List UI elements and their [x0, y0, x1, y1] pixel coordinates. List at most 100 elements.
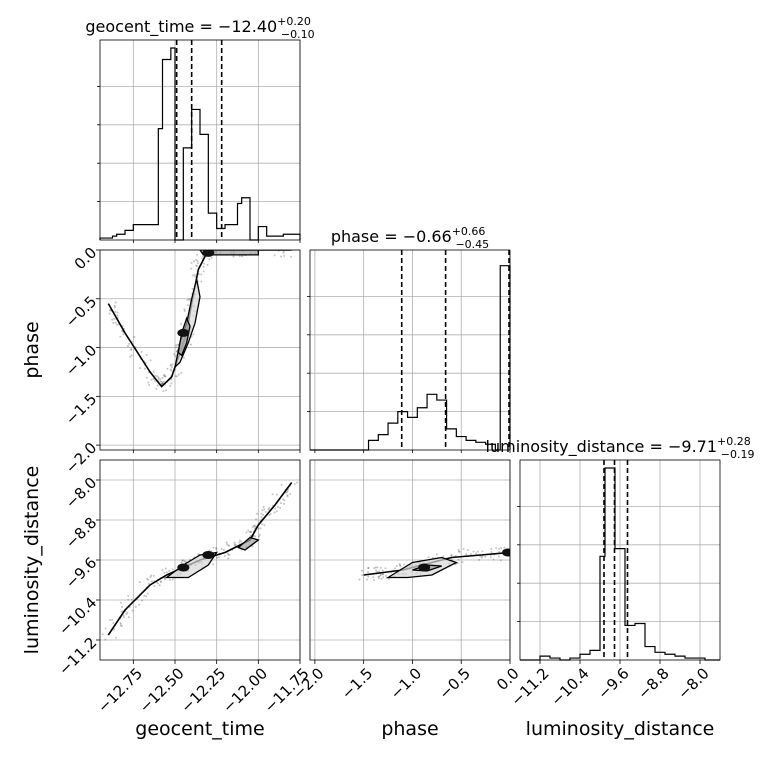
sample-point [226, 543, 229, 546]
sample-point [213, 244, 215, 246]
sample-point [377, 577, 380, 580]
sample-point [127, 598, 130, 601]
title-plus: +0.66 [452, 225, 486, 238]
sample-point [372, 579, 375, 582]
sample-point [119, 621, 122, 624]
sample-point [384, 574, 387, 577]
sample-point [233, 543, 236, 546]
sample-point [181, 559, 184, 562]
sample-point [222, 548, 225, 551]
ytick-label-luminosity_distance-1: −10.4 [55, 594, 100, 639]
sample-point [191, 274, 194, 277]
sample-point [384, 567, 387, 570]
xtick-label-luminosity_distance-3: −8.8 [634, 664, 672, 702]
sample-point [268, 507, 271, 510]
sample-point [212, 546, 215, 549]
sample-point [379, 573, 382, 576]
sample-point [257, 527, 260, 530]
sample-point [286, 489, 289, 492]
sample-point [381, 573, 384, 576]
sample-point [286, 494, 289, 497]
sample-point [126, 344, 129, 347]
sample-point [264, 510, 267, 513]
sample-point [228, 544, 231, 547]
sample-point [262, 247, 264, 249]
sample-point [180, 322, 183, 325]
sample-point [254, 535, 257, 538]
sample-point [358, 578, 361, 581]
sample-point [472, 550, 475, 553]
joint-samples-phase-luminosity_distance [358, 546, 510, 582]
sample-point [499, 559, 502, 562]
xtick-label-geocent_time-3: −12.00 [219, 664, 271, 716]
sample-point [462, 547, 465, 550]
sample-point [114, 636, 117, 639]
sample-point [241, 255, 244, 258]
sample-point [152, 370, 155, 373]
sample-point [250, 530, 253, 533]
sample-point [279, 245, 281, 247]
sample-point [168, 569, 171, 572]
sample-point [276, 506, 279, 509]
sample-point [116, 314, 119, 317]
sample-point [268, 244, 270, 246]
sample-point [457, 558, 460, 561]
sample-point [399, 564, 402, 567]
xaxis-label-luminosity_distance: luminosity_distance [526, 718, 715, 740]
sample-point [260, 244, 262, 246]
sample-point [500, 547, 503, 550]
sample-point [267, 508, 270, 511]
sample-point [213, 246, 215, 248]
sample-point [114, 321, 117, 324]
sample-point [261, 509, 264, 512]
sample-point [466, 548, 469, 551]
sample-point [205, 245, 207, 247]
sample-point [170, 382, 173, 385]
sample-point [108, 619, 111, 622]
sample-point [190, 267, 193, 270]
sample-point [236, 248, 238, 250]
sample-point [484, 555, 487, 558]
title-param-name: phase = −0.66 [331, 227, 452, 246]
sample-point [111, 618, 114, 621]
sample-point [127, 594, 130, 597]
sample-point [143, 594, 146, 597]
title-param-name: luminosity_distance = −9.71 [486, 437, 717, 457]
sample-point [175, 344, 178, 347]
sample-point [289, 255, 292, 258]
sample-point [192, 333, 195, 336]
sample-point [140, 350, 143, 353]
sample-point [113, 317, 116, 320]
sample-point [489, 556, 492, 559]
sample-point [122, 616, 125, 619]
sample-point [378, 575, 381, 578]
sample-point [150, 378, 153, 381]
sample-point [175, 375, 178, 378]
sample-point [490, 548, 493, 551]
sample-point [248, 531, 251, 534]
sample-point [195, 258, 198, 261]
sample-point [254, 246, 256, 248]
sample-point [174, 375, 177, 378]
sample-point [382, 573, 385, 576]
ytick-label-phase-2: −1.0 [62, 341, 100, 379]
ytick-label-phase-0: −2.0 [62, 439, 100, 477]
sample-point [280, 483, 283, 486]
sample-point [276, 246, 278, 248]
sample-point [234, 544, 237, 547]
sample-point [175, 350, 178, 353]
ytick-label-luminosity_distance-3: −8.8 [62, 514, 100, 552]
sample-point [210, 256, 213, 259]
sample-point [171, 568, 174, 571]
sample-point [269, 244, 271, 246]
sample-point [161, 376, 164, 379]
sample-point [130, 348, 133, 351]
sample-point [141, 599, 144, 602]
sample-point [469, 553, 472, 556]
sample-point [147, 582, 150, 585]
sample-point [367, 575, 370, 578]
contour-level-1 [237, 536, 260, 551]
sample-point [226, 552, 229, 555]
sample-point [193, 260, 196, 263]
sample-point [399, 565, 402, 568]
